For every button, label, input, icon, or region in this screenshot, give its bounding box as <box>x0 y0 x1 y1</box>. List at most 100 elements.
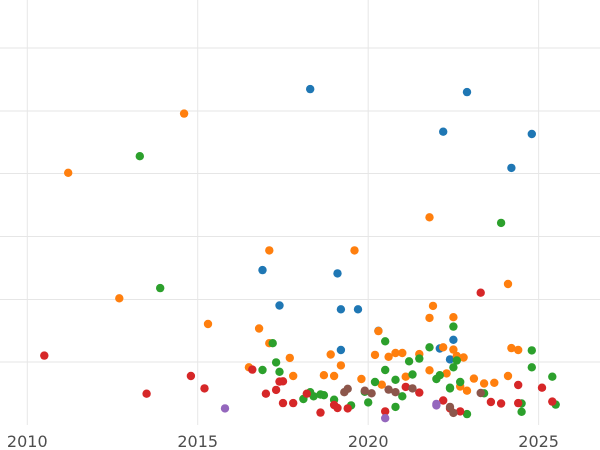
data-point <box>248 365 257 374</box>
data-point <box>115 294 124 303</box>
data-point <box>442 369 451 378</box>
data-point <box>391 388 400 397</box>
data-point <box>517 407 526 416</box>
data-point <box>462 386 472 395</box>
data-point <box>357 374 366 384</box>
data-point <box>439 396 448 405</box>
x-tick-label: 2020 <box>348 432 389 450</box>
data-point <box>445 355 455 364</box>
data-point <box>258 265 267 275</box>
data-point <box>179 109 189 118</box>
data-point <box>367 389 376 398</box>
data-point <box>496 218 506 228</box>
data-point <box>462 409 472 419</box>
data-point <box>329 371 339 381</box>
data-point <box>514 398 523 408</box>
data-point <box>316 390 325 399</box>
data-point <box>326 350 335 359</box>
x-tick-label: 2010 <box>7 432 48 450</box>
data-point <box>462 87 472 97</box>
data-point <box>336 345 346 355</box>
data-point <box>401 372 410 381</box>
data-point <box>63 168 73 177</box>
data-point <box>271 385 281 395</box>
data-point <box>469 374 479 383</box>
data-point <box>278 377 288 386</box>
data-point <box>514 345 523 355</box>
data-point <box>496 399 506 408</box>
data-point <box>449 322 458 331</box>
data-point <box>309 392 318 401</box>
data-point <box>428 301 438 311</box>
data-point <box>449 345 458 354</box>
data-point <box>479 379 489 388</box>
data-point <box>381 414 390 423</box>
data-point <box>404 357 414 366</box>
data-point <box>364 398 373 407</box>
data-point <box>408 370 417 379</box>
data-point <box>507 343 516 353</box>
data-point <box>391 402 400 412</box>
data-point <box>503 279 513 289</box>
data-point <box>415 388 424 397</box>
data-point <box>254 324 264 333</box>
data-point <box>439 127 448 136</box>
data-point <box>548 397 557 406</box>
data-point <box>449 363 458 372</box>
data-point <box>336 361 346 370</box>
data-point <box>377 380 386 389</box>
data-point <box>486 397 496 407</box>
data-point <box>408 384 417 393</box>
data-point <box>268 339 277 348</box>
data-point <box>503 371 513 381</box>
data-point <box>316 408 325 417</box>
data-point <box>398 392 407 401</box>
data-point <box>391 375 400 384</box>
data-point <box>432 374 441 384</box>
data-point <box>384 385 393 394</box>
data-point <box>415 354 424 363</box>
data-point <box>425 213 434 222</box>
grid <box>0 0 600 425</box>
data-point <box>445 384 455 393</box>
data-point <box>302 389 311 398</box>
data-point <box>548 372 557 381</box>
x-axis-ticks: 2010 2015 2020 2025 <box>7 432 559 450</box>
data-point <box>203 319 213 329</box>
data-point <box>285 353 294 363</box>
data-point <box>156 283 165 293</box>
data-point <box>370 350 380 360</box>
data-point <box>507 163 516 173</box>
data-point <box>278 398 288 408</box>
data-point <box>537 383 547 392</box>
data-point <box>527 129 536 139</box>
data-point <box>452 356 461 365</box>
data-point <box>370 377 380 387</box>
data-point <box>353 305 363 314</box>
x-tick-label: 2025 <box>518 432 559 450</box>
data-point <box>527 363 536 372</box>
data-points <box>40 84 560 423</box>
data-point <box>381 337 390 346</box>
data-point <box>142 389 151 398</box>
data-point <box>527 346 536 355</box>
data-point <box>200 384 209 393</box>
data-point <box>476 288 485 297</box>
data-point <box>439 343 448 352</box>
data-point <box>40 351 49 360</box>
data-point <box>449 408 458 418</box>
data-point <box>319 371 329 380</box>
data-point <box>289 371 298 381</box>
data-point <box>306 84 315 94</box>
data-point <box>333 269 342 278</box>
data-point <box>271 358 281 367</box>
data-point <box>449 313 458 322</box>
data-point <box>384 352 393 361</box>
data-point <box>258 365 267 375</box>
data-point <box>350 246 359 255</box>
data-point <box>456 377 465 387</box>
data-point <box>340 388 349 397</box>
data-point <box>289 398 298 408</box>
